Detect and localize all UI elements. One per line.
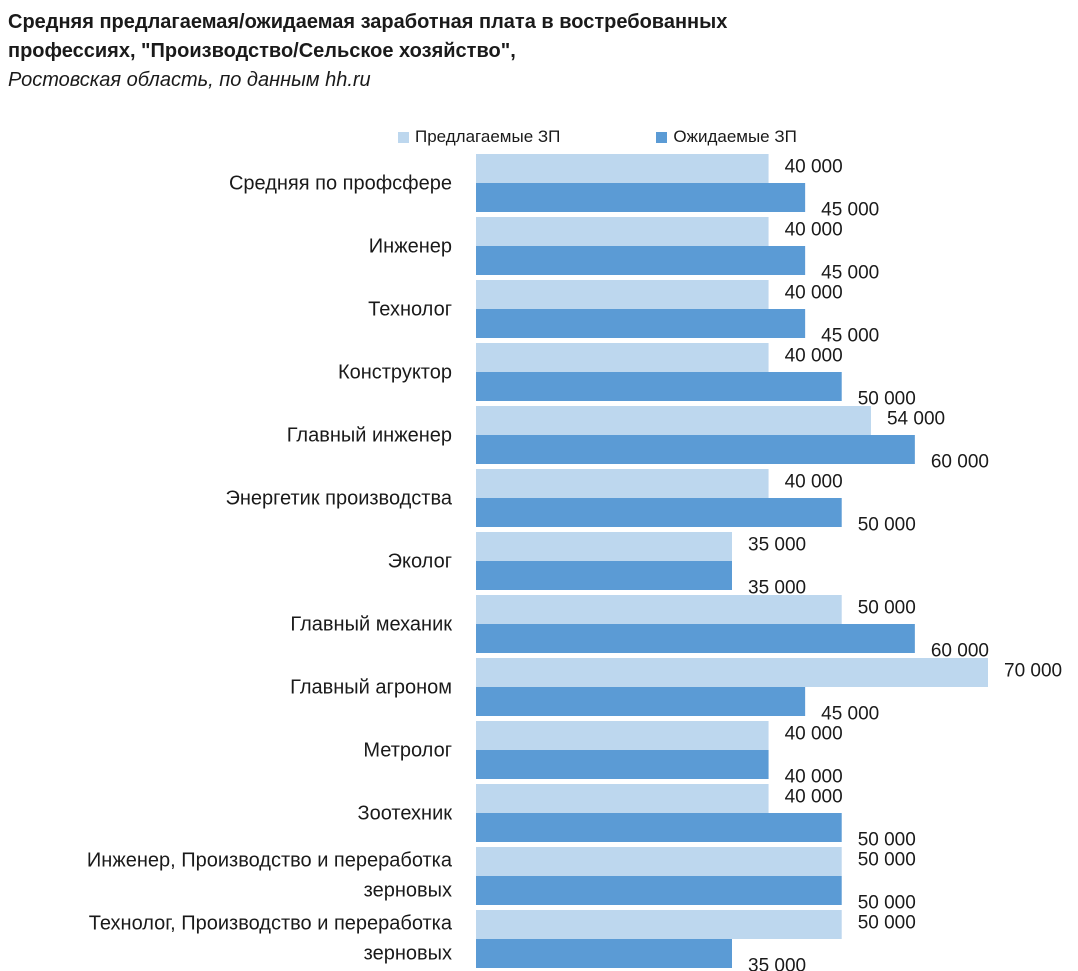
- bar-offered: [476, 784, 769, 813]
- category-label: Технолог: [368, 298, 452, 320]
- value-label-offered: 40 000: [785, 346, 843, 367]
- value-label-expected: 40 000: [785, 767, 843, 788]
- value-label-offered: 40 000: [785, 220, 843, 241]
- value-label-offered: 50 000: [858, 850, 916, 871]
- chart-title-line-1: Средняя предлагаемая/ожидаемая заработна…: [8, 11, 728, 33]
- bar-offered: [476, 406, 871, 435]
- bar-expected: [476, 687, 806, 716]
- legend-label-expected: Ожидаемые ЗП: [673, 127, 797, 146]
- legend-swatch-expected: [656, 131, 668, 143]
- bar-expected: [476, 246, 806, 275]
- bar-offered: [476, 658, 988, 687]
- bar-offered: [476, 721, 769, 750]
- category-label: зерновых: [364, 942, 452, 964]
- value-label-offered: 40 000: [785, 787, 843, 808]
- category-label: Средняя по профсфере: [229, 172, 452, 194]
- bar-offered: [476, 910, 842, 939]
- value-label-expected: 60 000: [931, 641, 989, 662]
- category-label: Технолог, Производство и переработка: [89, 912, 453, 934]
- value-label-expected: 35 000: [748, 578, 806, 599]
- value-label-offered: 70 000: [1004, 661, 1062, 682]
- bar-offered: [476, 595, 842, 624]
- value-label-expected: 45 000: [821, 326, 879, 347]
- legend-swatch-offered: [398, 131, 409, 143]
- value-label-offered: 50 000: [858, 598, 916, 619]
- legend-item-expected: Ожидаемые ЗП: [656, 127, 797, 147]
- bar-offered: [476, 217, 769, 246]
- category-label: зерновых: [364, 879, 452, 901]
- value-label-offered: 40 000: [785, 472, 843, 493]
- bar-expected: [476, 876, 842, 905]
- value-label-offered: 40 000: [785, 724, 843, 745]
- value-label-offered: 40 000: [785, 283, 843, 304]
- bar-expected: [476, 183, 806, 212]
- value-label-expected: 50 000: [858, 389, 916, 410]
- category-label: Метролог: [363, 739, 452, 761]
- bar-expected: [476, 561, 732, 590]
- category-label: Энергетик производства: [226, 487, 453, 509]
- bar-expected: [476, 435, 915, 464]
- bar-offered: [476, 154, 769, 183]
- value-label-expected: 50 000: [858, 893, 916, 914]
- bar-offered: [476, 280, 769, 309]
- legend-item-offered: Предлагаемые ЗП: [398, 127, 560, 147]
- category-label: Главный агроном: [290, 676, 452, 698]
- value-label-expected: 50 000: [858, 515, 916, 536]
- bar-offered: [476, 532, 732, 561]
- chart-subtitle: Ростовская область, по данным hh.ru: [8, 69, 371, 91]
- bar-expected: [476, 309, 806, 338]
- category-label: Главный механик: [290, 613, 452, 635]
- value-label-offered: 40 000: [785, 157, 843, 178]
- value-label-expected: 35 000: [748, 956, 806, 971]
- value-label-expected: 45 000: [821, 263, 879, 284]
- legend-label-offered: Предлагаемые ЗП: [415, 127, 561, 146]
- value-label-offered: 54 000: [887, 409, 945, 430]
- value-label-expected: 45 000: [821, 704, 879, 725]
- bar-offered: [476, 847, 842, 876]
- bar-expected: [476, 498, 842, 527]
- value-label-expected: 50 000: [858, 830, 916, 851]
- bar-offered: [476, 343, 769, 372]
- bar-expected: [476, 372, 842, 401]
- chart-legend: Предлагаемые ЗП Ожидаемые ЗП: [398, 125, 797, 149]
- bar-expected: [476, 624, 915, 653]
- bar-expected: [476, 813, 842, 842]
- category-label: Зоотехник: [358, 802, 453, 824]
- category-label: Конструктор: [338, 361, 452, 383]
- bar-expected: [476, 939, 732, 968]
- category-label: Инженер, Производство и переработка: [87, 849, 453, 871]
- chart-title-block: Средняя предлагаемая/ожидаемая заработна…: [8, 8, 1068, 95]
- value-label-expected: 60 000: [931, 452, 989, 473]
- bar-expected: [476, 750, 769, 779]
- chart-title-line-2: профессиях, "Производство/Сельское хозяй…: [8, 40, 516, 62]
- value-label-expected: 45 000: [821, 200, 879, 221]
- bar-offered: [476, 469, 769, 498]
- category-label: Главный инженер: [287, 424, 452, 446]
- value-label-offered: 35 000: [748, 535, 806, 556]
- category-label: Инженер: [369, 235, 452, 257]
- value-label-offered: 50 000: [858, 913, 916, 934]
- category-label: Эколог: [388, 550, 452, 572]
